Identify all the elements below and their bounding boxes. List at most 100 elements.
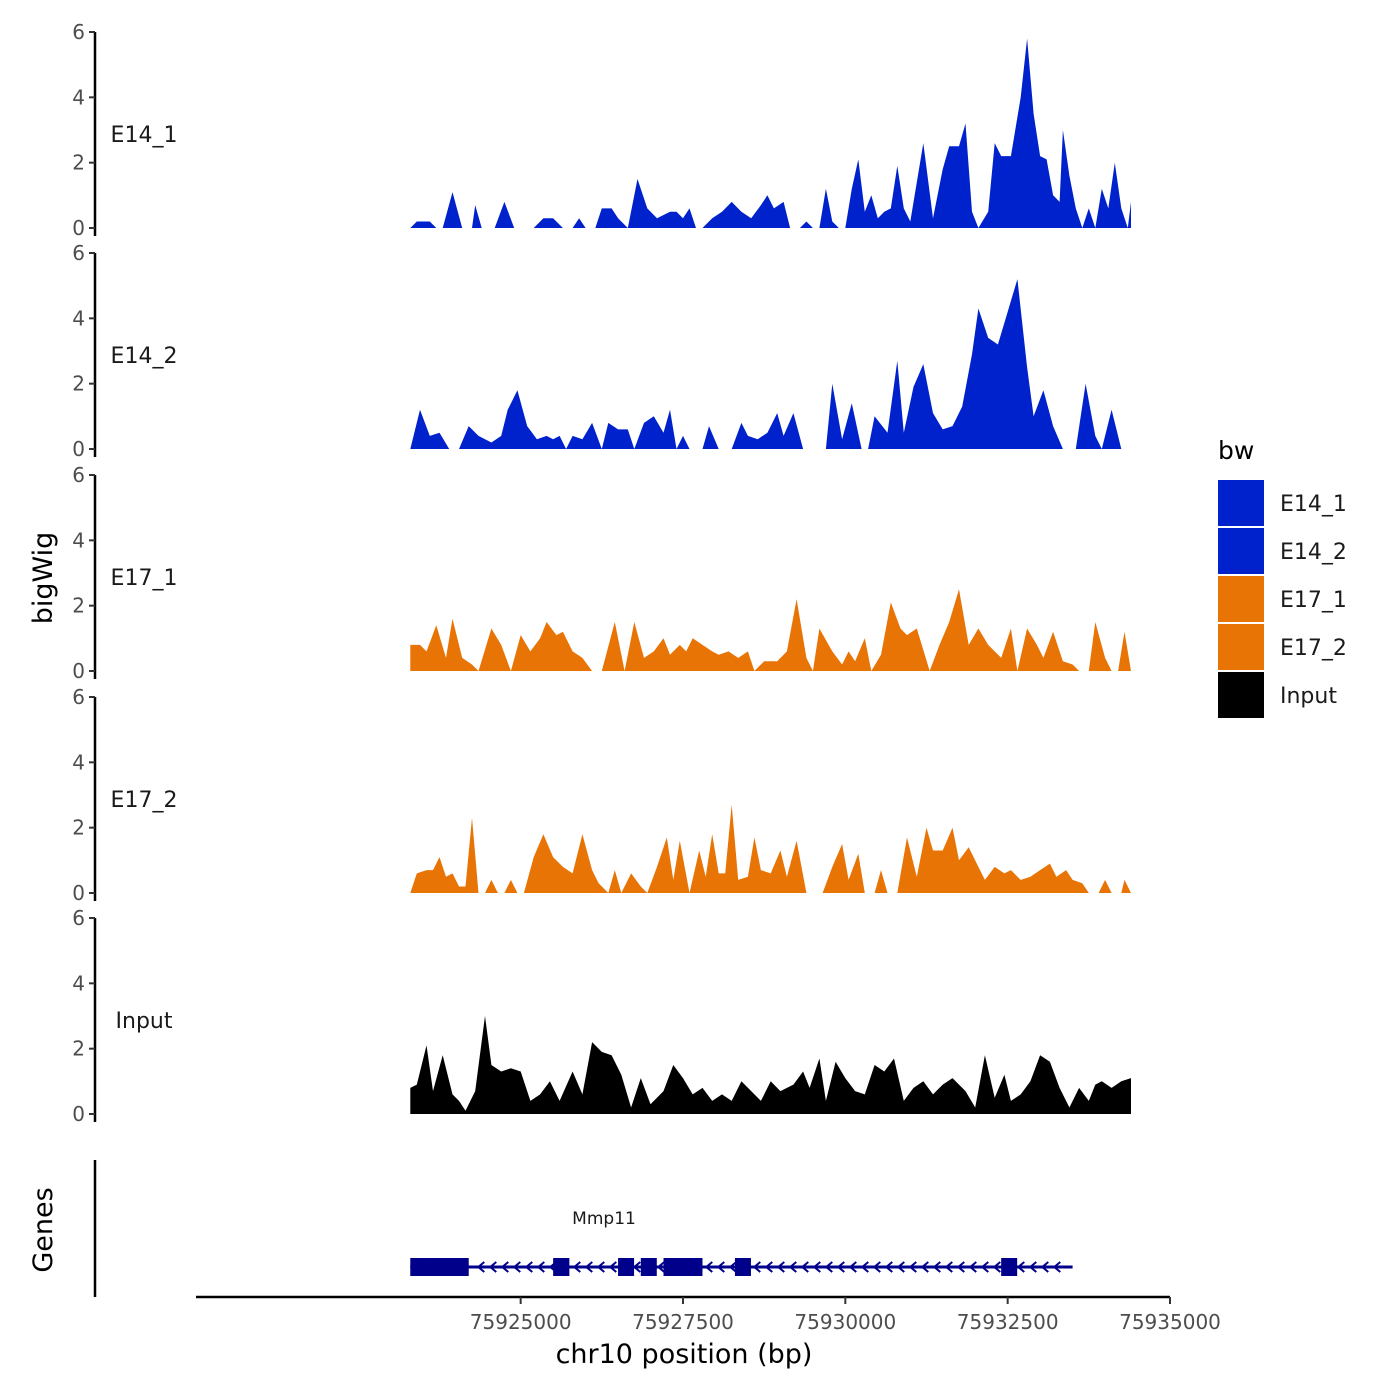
strand-arrow (1028, 1261, 1037, 1273)
gene-exon (426, 1258, 469, 1276)
gene-track (93, 1160, 1073, 1297)
area-E17_2 (410, 804, 1131, 893)
tracks-group: 0 2 4 6 E14_1 0 2 4 6 E14_2 0 2 4 6 E17_1 0 2 4 6 E17_2 0 2 4 6… (72, 20, 1131, 1126)
area-Input (410, 1016, 1131, 1114)
strand-arrow (944, 1261, 953, 1273)
track-Input: 0 2 4 6 Input (72, 906, 1131, 1126)
y-tick-label: 4 (72, 971, 85, 995)
strand-arrow (728, 1261, 737, 1273)
y-tick-label: 0 (72, 216, 85, 240)
strand-arrow (1016, 1261, 1025, 1273)
x-tick-label: 75925000 (470, 1310, 572, 1334)
track-E17_2: 0 2 4 6 E17_2 (72, 685, 1131, 905)
y-tick-label: 6 (72, 685, 85, 709)
y-tick-label: 4 (72, 306, 85, 330)
legend-label: Input (1280, 684, 1337, 709)
strand-arrow (872, 1261, 881, 1273)
strand-arrow (524, 1261, 533, 1273)
strand-arrow (884, 1261, 893, 1273)
area-E17_1 (410, 589, 1131, 671)
strand-arrow (752, 1261, 761, 1273)
gene-exon (734, 1258, 751, 1276)
strand-arrow (908, 1261, 917, 1273)
x-tick-label: 75932500 (957, 1310, 1059, 1334)
gene-exon (1001, 1258, 1018, 1276)
gene-exon (663, 1258, 680, 1276)
strand-arrow (860, 1261, 869, 1273)
strand-arrow (776, 1261, 785, 1273)
track-E17_1: 0 2 4 6 E17_1 (72, 463, 1131, 683)
strand-arrow (920, 1261, 929, 1273)
track-label: E14_2 (111, 344, 178, 369)
strand-arrow (1040, 1261, 1049, 1273)
legend-label: E14_2 (1280, 540, 1347, 565)
strand-arrow (656, 1261, 665, 1273)
strand-arrow (992, 1261, 1001, 1273)
strand-arrow (836, 1261, 845, 1273)
x-tick-label: 75935000 (1119, 1310, 1221, 1334)
strand-arrow (500, 1261, 509, 1273)
area-E14_2 (410, 279, 1131, 449)
legend-swatch (1218, 528, 1264, 574)
legend-label: E17_2 (1280, 636, 1347, 661)
strand-arrow (800, 1261, 809, 1273)
y-tick-label: 2 (72, 594, 85, 618)
y-tick-label: 0 (72, 1102, 85, 1126)
y-tick-label: 2 (72, 1037, 85, 1061)
gene-exon (640, 1258, 657, 1276)
strand-arrow (608, 1261, 617, 1273)
legend-label: E14_1 (1280, 492, 1347, 517)
track-label: E14_1 (111, 123, 178, 148)
y-tick-label: 4 (72, 528, 85, 552)
strand-arrow (572, 1261, 581, 1273)
strand-arrow (476, 1261, 485, 1273)
strand-arrow (980, 1261, 989, 1273)
legend: E14_1 E14_2 E17_1 E17_2 Input (1218, 480, 1347, 718)
genes-panel-label: Genes (28, 1187, 59, 1272)
gene-exon (410, 1258, 427, 1276)
track-label: E17_1 (111, 566, 178, 591)
track-E14_1: 0 2 4 6 E14_1 (72, 20, 1131, 240)
track-label: Input (116, 1009, 173, 1034)
y-tick-label: 6 (72, 20, 85, 44)
strand-arrow (584, 1261, 593, 1273)
gene-exon (686, 1258, 703, 1276)
legend-swatch (1218, 576, 1264, 622)
y-tick-label: 6 (72, 463, 85, 487)
x-tick-label: 75930000 (794, 1310, 896, 1334)
y-tick-label: 2 (72, 151, 85, 175)
legend-swatch (1218, 480, 1264, 526)
y-tick-label: 4 (72, 85, 85, 109)
y-tick-label: 2 (72, 816, 85, 840)
strand-arrow (512, 1261, 521, 1273)
legend-swatch (1218, 672, 1264, 718)
strand-arrow (704, 1261, 713, 1273)
y-tick-label: 0 (72, 437, 85, 461)
legend-label: E17_1 (1280, 588, 1347, 613)
x-tick-label: 75927500 (632, 1310, 734, 1334)
x-axis-title: chr10 position (bp) (556, 1339, 813, 1370)
track-E14_2: 0 2 4 6 E14_2 (72, 241, 1131, 461)
strand-arrow (896, 1261, 905, 1273)
strand-arrow (764, 1261, 773, 1273)
strand-arrow (812, 1261, 821, 1273)
strand-arrow (488, 1261, 497, 1273)
strand-arrow (824, 1261, 833, 1273)
legend-title: bw (1218, 436, 1254, 465)
strand-arrow (536, 1261, 545, 1273)
strand-arrow (968, 1261, 977, 1273)
strand-arrow (956, 1261, 965, 1273)
strand-arrow (788, 1261, 797, 1273)
gene-exon (618, 1258, 635, 1276)
x-axis: 75925000 75927500 75930000 75932500 75935000 (196, 1295, 1221, 1334)
strand-arrow (1052, 1261, 1061, 1273)
area-E14_1 (410, 38, 1131, 228)
y-axis-title: bigWig (28, 532, 59, 625)
gene-exon (553, 1258, 570, 1276)
y-tick-label: 2 (72, 372, 85, 396)
y-tick-label: 6 (72, 906, 85, 930)
track-label: E17_2 (111, 788, 178, 813)
strand-arrow (848, 1261, 857, 1273)
strand-arrow (596, 1261, 605, 1273)
